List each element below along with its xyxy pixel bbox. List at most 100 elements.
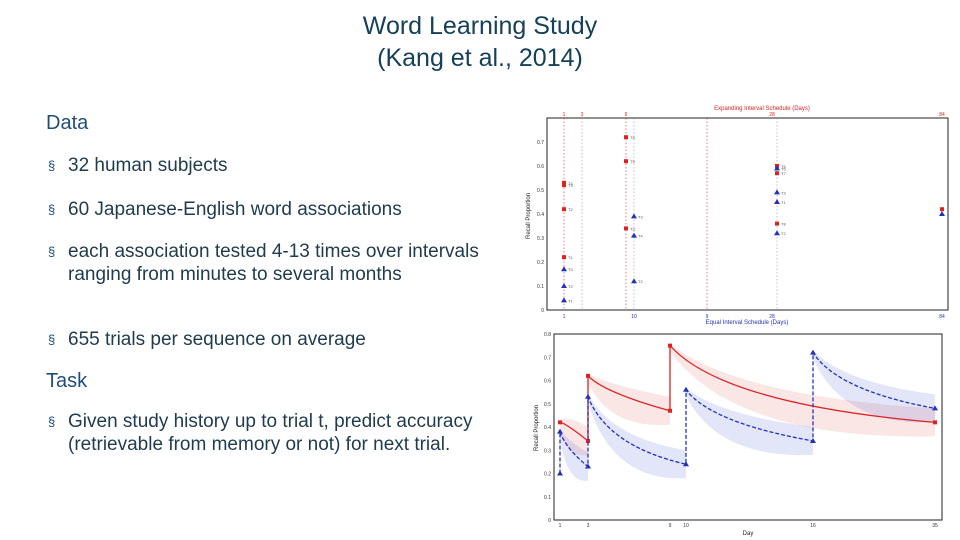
square-point — [668, 343, 672, 348]
y-tick-label: 0.3 — [544, 448, 551, 454]
point-label: T2 — [568, 207, 573, 212]
square-point — [586, 373, 590, 378]
x-tick-label: 10 — [683, 523, 689, 529]
point-label: T6 — [781, 164, 786, 169]
point-label: T7 — [781, 171, 786, 176]
triangle-point — [810, 437, 816, 443]
triangle-point — [683, 386, 689, 392]
y-tick-label: 0 — [541, 308, 544, 314]
point-label: T2 — [638, 279, 643, 284]
x-tick-label: 1 — [559, 523, 562, 529]
top-tick-label: 3 — [581, 112, 584, 118]
model-band — [560, 418, 588, 456]
y-tick-label: 0.7 — [537, 140, 544, 146]
triangle-point — [561, 297, 567, 303]
point-label: T1 — [781, 200, 786, 205]
y-tick-label: 0.7 — [544, 355, 551, 361]
y-tick-label: 0.6 — [544, 379, 551, 385]
y-tick-label: 0.4 — [544, 425, 551, 431]
square-point — [775, 221, 779, 226]
y-tick-label: 0.5 — [537, 188, 544, 194]
square-point — [562, 183, 566, 188]
x-tick-label: 16 — [810, 523, 816, 529]
series-line — [559, 343, 936, 443]
bottom-tick-label: 1 — [563, 314, 566, 320]
square-point — [562, 180, 566, 185]
model-band — [813, 350, 935, 423]
y-tick-label: 0.2 — [537, 260, 544, 266]
x-axis-ticks: 1 3 9 10 16 35 — [559, 523, 938, 529]
bottom-tick-label: 84 — [939, 314, 945, 320]
series-lines — [557, 343, 938, 476]
triangle-point — [774, 199, 780, 204]
square-point — [558, 420, 562, 425]
point-label: T5 — [630, 159, 635, 164]
bullet-marker: § — [48, 414, 56, 429]
data-bullet: § 32 human subjects — [48, 154, 488, 177]
point-label: T3 — [568, 267, 573, 272]
bullet-marker: § — [48, 202, 56, 217]
model-band — [588, 373, 670, 426]
triangle-point — [557, 428, 563, 434]
point-label: T3 — [638, 214, 643, 219]
triangle-point — [561, 266, 567, 272]
title-line-1: Word Learning Study — [362, 12, 598, 40]
square-point — [668, 408, 672, 413]
point-label: T8 — [781, 222, 786, 227]
point-label: T3 — [781, 190, 786, 195]
triangle-point — [585, 393, 591, 399]
square-point — [624, 226, 628, 231]
triangle-point — [557, 470, 563, 476]
plot-frame — [553, 333, 943, 521]
model-band — [560, 429, 588, 481]
data-bullet: § 655 trials per sequence on average — [48, 328, 488, 351]
x-tick-label: 3 — [587, 523, 590, 529]
y-tick-label: 0 — [548, 518, 551, 524]
y-tick-label: 0.1 — [544, 495, 551, 501]
bottom-tick-label: 10 — [631, 314, 637, 320]
data-bullet: § 60 Japanese-English word associations — [48, 198, 488, 221]
square-point — [562, 255, 566, 260]
point-label: T6 — [630, 135, 635, 140]
task-heading: Task — [46, 370, 88, 392]
triangle-point — [631, 213, 637, 219]
y-axis-label: Recall Proportion — [526, 193, 532, 239]
chart-background — [530, 328, 950, 538]
bullet-text: each association tested 4-13 times over … — [68, 241, 479, 285]
triangle-point — [939, 211, 945, 216]
y-tick-label: 0.5 — [544, 402, 551, 408]
model-band — [686, 387, 813, 456]
chart-title: Expanding Interval Schedule (Days) — [714, 106, 810, 112]
square-point — [775, 171, 779, 176]
point-label: T1 — [568, 255, 573, 260]
y-axis-ticks: 0 0.1 0.2 0.3 0.4 0.5 0.6 0.7 0.8 — [544, 332, 551, 524]
bullet-marker: § — [48, 244, 56, 259]
triangle-point — [810, 349, 816, 355]
schedule-recall-chart: Expanding Interval Schedule (Days) 0 0.1 0… — [522, 100, 956, 332]
triangle-point — [774, 189, 780, 195]
recall-over-days-chart: 00.10.20.30.40.50.60.70.8 1 3 9 10 16 35 Day … — [530, 328, 950, 538]
title-line-2: (Kang et al., 2014) — [377, 44, 583, 72]
x-tick-label: 35 — [932, 523, 938, 529]
triangle-point — [774, 165, 780, 171]
y-tick-label: 0.4 — [537, 212, 544, 218]
point-label: T4 — [638, 234, 643, 239]
bullet-marker: § — [48, 332, 56, 347]
y-axis-ticks: 0 0.1 0.2 0.3 0.4 0.5 0.6 0.7 — [537, 140, 544, 314]
top-tick-label: 28 — [769, 112, 775, 118]
square-point — [586, 438, 590, 443]
top-tick-label: 9 — [625, 112, 628, 118]
triangle-point — [631, 232, 637, 238]
bottom-tick-label: 9 — [706, 314, 709, 320]
point-label: T2 — [781, 231, 786, 236]
point-label: T2 — [568, 284, 573, 289]
triangle-point — [774, 230, 780, 236]
y-tick-label: 0.1 — [537, 284, 544, 290]
chart-background — [522, 100, 956, 332]
bullet-text: Given study history up to trial t, predi… — [68, 411, 473, 455]
data-heading: Data — [46, 112, 89, 134]
x-axis-label: Equal Interval Schedule (Days) — [706, 320, 789, 326]
square-point — [624, 159, 628, 164]
slide-title: Word Learning Study (Kang et al., 2014) — [0, 10, 960, 74]
